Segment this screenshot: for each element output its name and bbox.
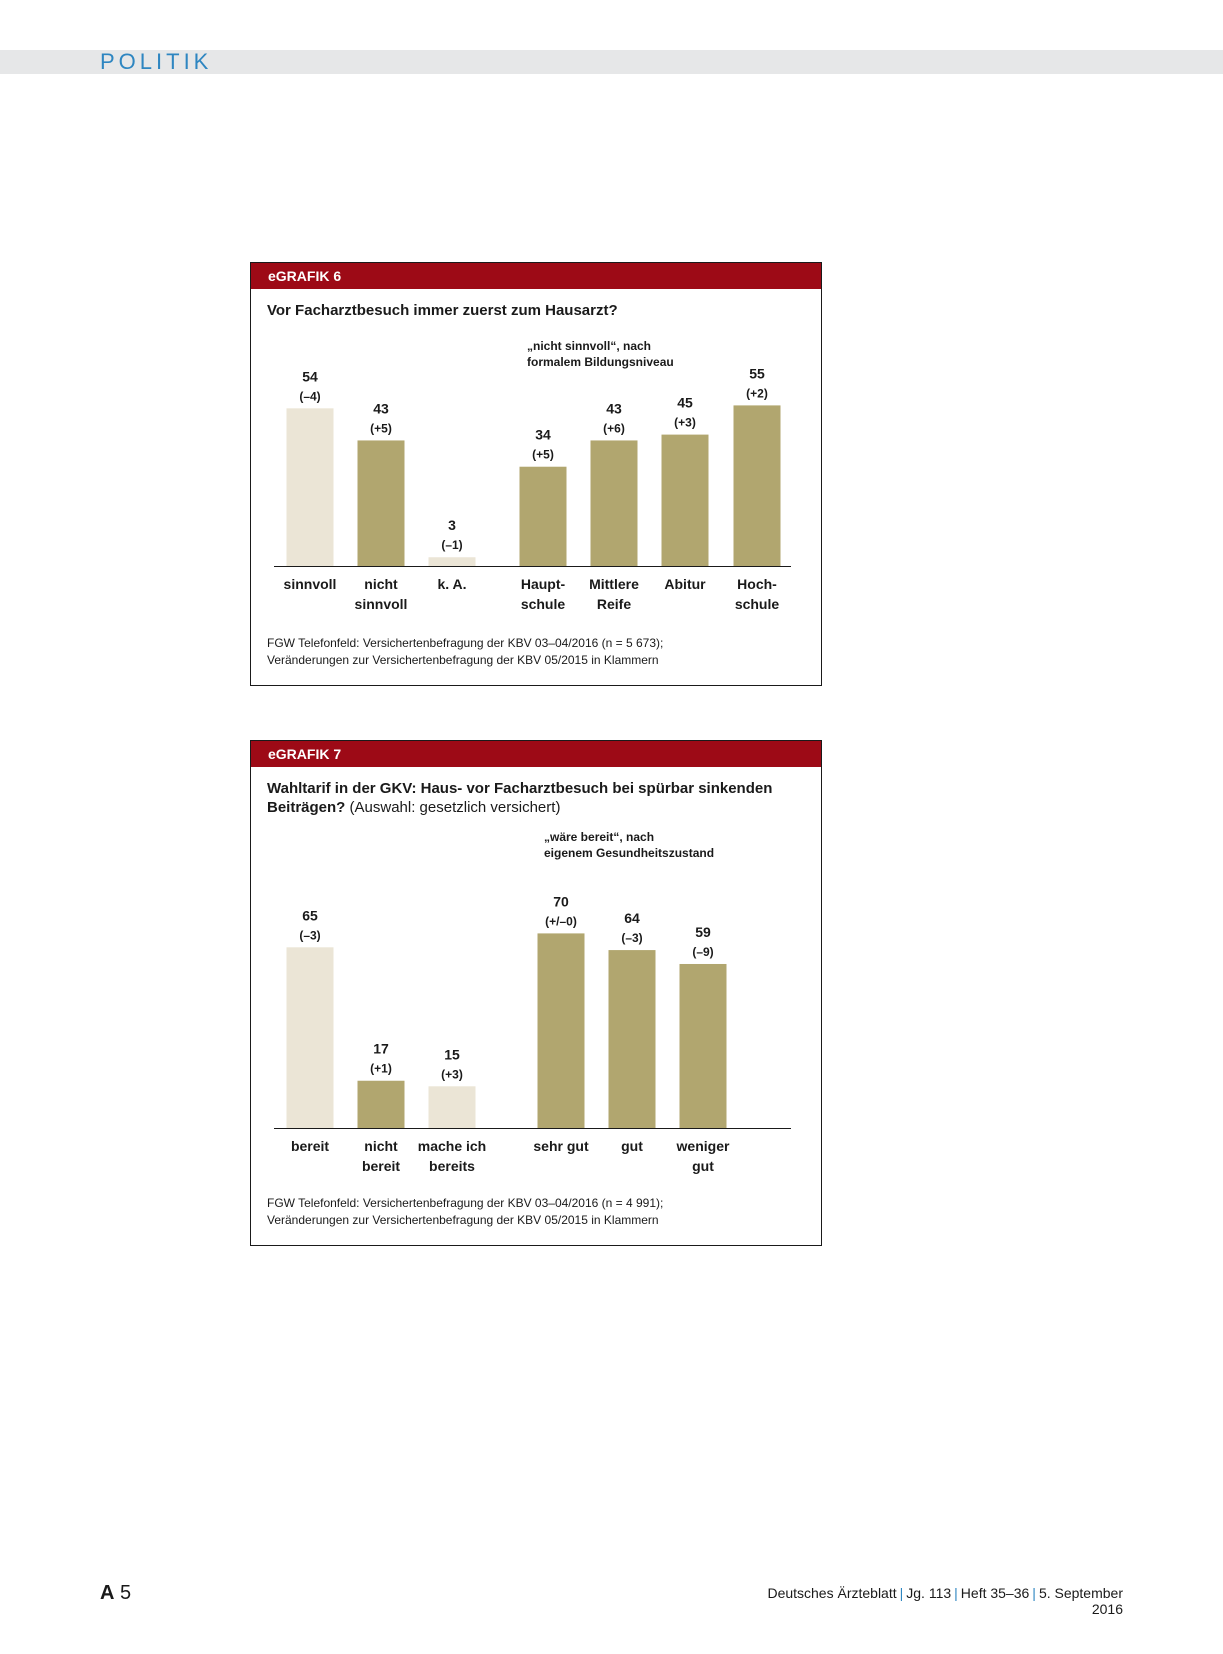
bar: [733, 405, 781, 566]
category-label: sehr gut: [533, 1138, 589, 1154]
bar: [428, 557, 476, 566]
bar: [286, 408, 334, 566]
group-note-line-1: „wäre bereit“, nach: [544, 830, 655, 844]
section-label: POLITIK: [100, 49, 213, 74]
footnote: FGW Telefonfeld: Versichertenbefragung d…: [267, 635, 807, 669]
bar: [428, 1086, 476, 1128]
bar: [679, 963, 727, 1128]
data-label-change: (+3): [441, 1067, 463, 1081]
bar: [590, 440, 638, 566]
group-note-line-2: formalem Bildungsniveau: [527, 355, 674, 369]
data-label-change: (+6): [603, 421, 625, 435]
bar-chart-egrafik-6: 54 (–4) sinnvoll 43 (+5) nicht sinnvoll 3 (–1) k.…: [274, 365, 791, 612]
journal-date: 5. September 2016: [1038, 1585, 1123, 1617]
data-label-change: (–1): [441, 538, 462, 552]
bar: [286, 947, 334, 1128]
category-label: bereits: [429, 1158, 475, 1174]
bar: [661, 434, 709, 566]
figure-egrafik-6: eGRAFIK 6 Vor Facharztbesuch immer zuers…: [250, 262, 822, 686]
data-label-value: 45: [677, 395, 693, 411]
group-note-line-1: „nicht sinnvoll“, nach: [527, 339, 652, 353]
section-bar: [0, 50, 1223, 74]
category-label: schule: [521, 596, 566, 612]
category-label: schule: [735, 596, 780, 612]
bar: [357, 1080, 405, 1128]
category-label: nicht: [364, 576, 398, 592]
figure-title-bold: Wahltarif in der GKV: Haus- vor Facharzt…: [267, 780, 773, 816]
category-label: Haupt-: [521, 576, 566, 592]
bar-chart-egrafik-7: 65 (–3) bereit 17 (+1) nicht bereit 15 (+3) mache…: [274, 893, 791, 1174]
data-label-value: 34: [535, 427, 551, 443]
data-label-value: 65: [302, 907, 318, 923]
category-label: bereit: [291, 1138, 329, 1154]
category-label: sinnvoll: [284, 576, 337, 592]
figure-title-bold: Vor Facharztbesuch immer zuerst zum Haus…: [267, 302, 618, 319]
footnote-line-2: Veränderungen zur Versichertenbefragung …: [267, 653, 659, 667]
figure-egrafik-7: eGRAFIK 7 Wahltarif in der GKV: Haus- vo…: [250, 740, 822, 1246]
data-label-change: (+1): [370, 1062, 392, 1076]
data-label-change: (+/–0): [545, 914, 577, 928]
data-label-value: 43: [606, 400, 622, 416]
category-label: mache ich: [418, 1138, 486, 1154]
data-label-change: (+3): [674, 416, 696, 430]
category-label: bereit: [362, 1158, 400, 1174]
footnote: FGW Telefonfeld: Versichertenbefragung d…: [267, 1195, 807, 1229]
data-label-change: (–4): [299, 389, 320, 403]
group-note-line-2: eigenem Gesundheitszustand: [544, 846, 715, 860]
page-number: A 5: [100, 1582, 131, 1605]
figure-title: Vor Facharztbesuch immer zuerst zum Haus…: [267, 301, 797, 320]
figure-label: eGRAFIK 6: [251, 263, 821, 289]
bar: [537, 933, 585, 1128]
bar: [357, 440, 405, 566]
separator: |: [1032, 1585, 1036, 1601]
separator: |: [954, 1585, 958, 1601]
data-label-change: (+5): [370, 421, 392, 435]
separator: |: [899, 1585, 904, 1601]
data-label-change: (–3): [621, 931, 642, 945]
footnote-line-1: FGW Telefonfeld: Versichertenbefragung d…: [267, 636, 664, 650]
footnote-line-2: Veränderungen zur Versichertenbefragung …: [267, 1213, 659, 1227]
figure-title-normal: (Auswahl: gesetzlich versichert): [345, 799, 561, 816]
category-label: gut: [692, 1158, 714, 1174]
data-label-value: 55: [749, 365, 765, 381]
page-prefix: A: [100, 1582, 115, 1604]
figure-label: eGRAFIK 7: [251, 741, 821, 767]
category-label: gut: [621, 1138, 643, 1154]
data-label-change: (+5): [532, 448, 554, 462]
bar: [608, 950, 656, 1128]
data-label-value: 54: [302, 368, 318, 384]
data-label-value: 3: [448, 517, 456, 533]
journal-issue: Heft 35–36: [960, 1585, 1030, 1601]
group-note: „wäre bereit“, nach eigenem Gesundheitsz…: [544, 829, 714, 861]
category-label: k. A.: [437, 576, 466, 592]
category-label: Mittlere: [589, 576, 639, 592]
category-label: Reife: [597, 596, 631, 612]
group-note: „nicht sinnvoll“, nach formalem Bildungs…: [527, 338, 674, 370]
data-label-change: (–3): [299, 928, 320, 942]
journal-name: Deutsches Ärzteblatt: [767, 1585, 897, 1601]
category-label: sinnvoll: [355, 596, 408, 612]
category-label: Hoch-: [737, 576, 777, 592]
data-label-change: (–9): [692, 945, 713, 959]
category-label: Abitur: [664, 576, 706, 592]
data-label-change: (+2): [746, 386, 768, 400]
footnote-line-1: FGW Telefonfeld: Versichertenbefragung d…: [267, 1196, 664, 1210]
data-label-value: 43: [373, 400, 389, 416]
figure-title: Wahltarif in der GKV: Haus- vor Facharzt…: [267, 779, 797, 817]
category-label: nicht: [364, 1138, 398, 1154]
page-number-value: 5: [120, 1582, 132, 1604]
journal-volume: Jg. 113: [906, 1585, 952, 1601]
data-label-value: 59: [695, 924, 711, 940]
data-label-value: 70: [553, 893, 569, 909]
data-label-value: 15: [444, 1046, 460, 1062]
bar: [519, 466, 567, 566]
data-label-value: 17: [373, 1041, 389, 1057]
data-label-value: 64: [624, 910, 640, 926]
category-label: weniger: [676, 1138, 730, 1154]
journal-footer: Deutsches Ärzteblatt | Jg. 113 | Heft 35–36 |…: [757, 1585, 1123, 1617]
